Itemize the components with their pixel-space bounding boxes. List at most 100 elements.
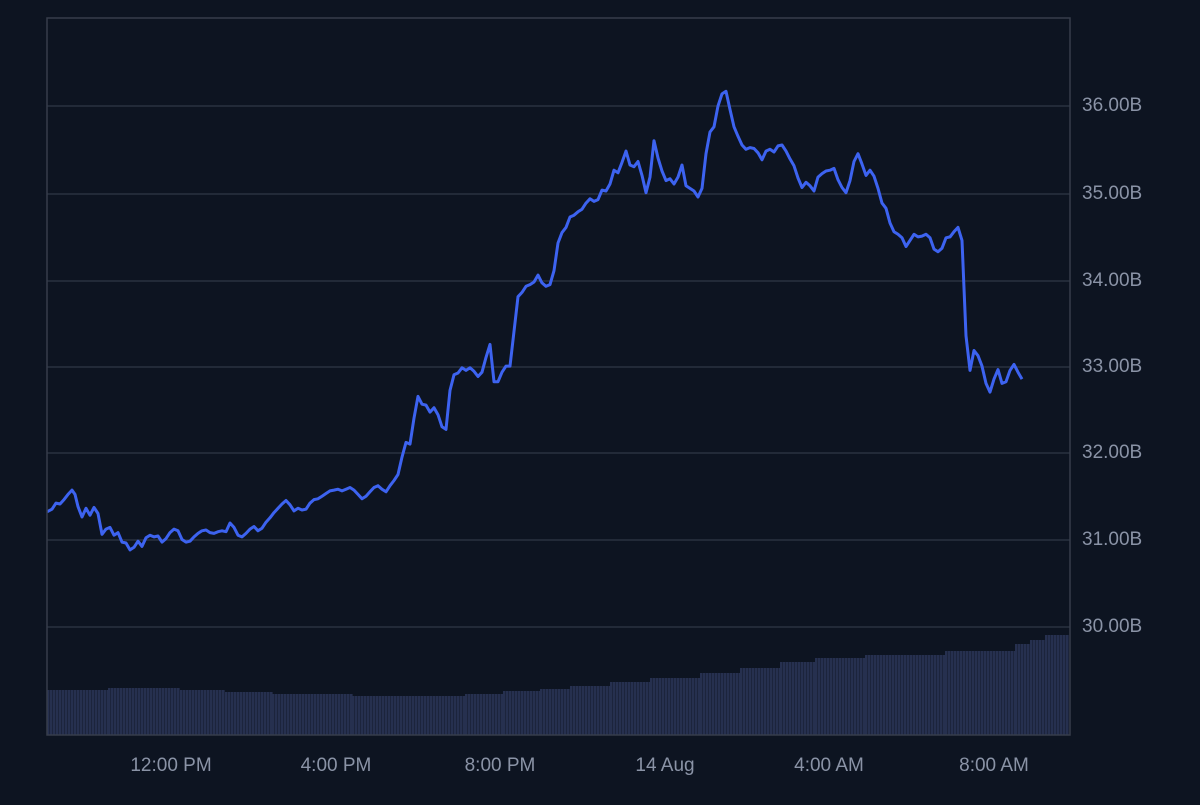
volume-bar: [813, 662, 816, 735]
volume-bar: [619, 682, 622, 735]
volume-bar: [123, 688, 126, 735]
plot-frame: [46, 17, 1071, 736]
volume-bar: [789, 662, 792, 735]
volume-bar: [524, 691, 527, 735]
volume-bar: [695, 678, 698, 735]
volume-bar: [674, 678, 677, 735]
volume-bar: [98, 690, 101, 735]
volume-bar: [643, 682, 646, 735]
volume-bar: [628, 682, 631, 735]
volume-bar: [833, 658, 836, 735]
volume-bar: [706, 673, 709, 735]
volume-bar: [913, 655, 916, 735]
volume-bar: [114, 688, 117, 735]
volume-bar: [919, 655, 922, 735]
volume-bar: [132, 688, 135, 735]
x-tick-label: 12:00 PM: [130, 755, 212, 776]
volume-bar: [883, 655, 886, 735]
volume-bar: [549, 689, 552, 735]
y-tick-label: 33.00B: [1082, 356, 1143, 377]
volume-bar: [780, 662, 783, 735]
volume-bar: [752, 668, 755, 735]
volume-bar: [836, 658, 839, 735]
volume-bar: [807, 662, 810, 735]
volume-bar: [463, 696, 466, 735]
volume-bar: [1051, 635, 1054, 735]
volume-bar: [424, 696, 427, 735]
volume-bar: [278, 694, 281, 735]
volume-bar: [746, 668, 749, 735]
volume-bar: [954, 651, 957, 735]
volume-bar: [243, 692, 246, 735]
volume-bar: [689, 678, 692, 735]
volume-bar: [845, 658, 848, 735]
volume-bar: [558, 689, 561, 735]
x-tick-label: 14 Aug: [635, 755, 695, 776]
volume-bar: [868, 655, 871, 735]
volume-bar: [111, 688, 114, 735]
volume-bar: [625, 682, 628, 735]
volume-bar: [323, 694, 326, 735]
volume-bar: [863, 658, 866, 735]
volume-bar: [518, 691, 521, 735]
volume-bar: [95, 690, 98, 735]
volume-bar: [877, 655, 880, 735]
volume-bar: [743, 668, 746, 735]
volume-bar: [907, 655, 910, 735]
volume-bar: [465, 694, 468, 735]
volume-bar: [341, 694, 344, 735]
volume-bar: [677, 678, 680, 735]
volume-bar: [296, 694, 299, 735]
volume-bar: [966, 651, 969, 735]
volume-bar: [928, 655, 931, 735]
volume-bar: [89, 690, 92, 735]
volume-bar: [290, 694, 293, 735]
volume-bar: [957, 651, 960, 735]
volume-bar: [302, 694, 305, 735]
volume-bar: [210, 690, 213, 735]
volume-bar: [474, 694, 477, 735]
volume-bar: [960, 651, 963, 735]
volume-bar: [1039, 640, 1042, 735]
volume-bar: [104, 690, 107, 735]
volume-bar: [219, 690, 222, 735]
volume-bar: [922, 655, 925, 735]
volume-bar: [886, 655, 889, 735]
volume-bar: [640, 682, 643, 735]
volume-bar: [454, 696, 457, 735]
volume-bar: [403, 696, 406, 735]
volume-bars: [47, 635, 1069, 735]
volume-bar: [255, 692, 258, 735]
x-tick-label: 4:00 AM: [794, 755, 864, 776]
volume-bar: [543, 689, 546, 735]
volume-bar: [509, 691, 512, 735]
volume-bar: [1002, 651, 1005, 735]
volume-bar: [439, 696, 442, 735]
volume-bar: [1024, 644, 1027, 735]
volume-bar: [320, 694, 323, 735]
volume-bar: [895, 655, 898, 735]
volume-bar: [415, 696, 418, 735]
volume-bar: [117, 688, 120, 735]
volume-bar: [305, 694, 308, 735]
volume-bar: [993, 651, 996, 735]
volume-bar: [370, 696, 373, 735]
volume-bar: [561, 689, 564, 735]
volume-bar: [749, 668, 752, 735]
volume-bar: [1036, 640, 1039, 735]
volume-bar: [213, 690, 216, 735]
volume-bar: [606, 686, 609, 735]
price-line[interactable]: [46, 89, 1024, 552]
y-tick-label: 34.00B: [1082, 270, 1143, 291]
volume-bar: [299, 694, 302, 735]
volume-bar: [135, 688, 138, 735]
volume-bar: [1021, 644, 1024, 735]
volume-bar: [59, 690, 62, 735]
volume-bar: [367, 696, 370, 735]
volume-bar: [650, 678, 653, 735]
volume-bar: [603, 686, 606, 735]
volume-bar: [174, 688, 177, 735]
volume-bar: [47, 690, 50, 735]
